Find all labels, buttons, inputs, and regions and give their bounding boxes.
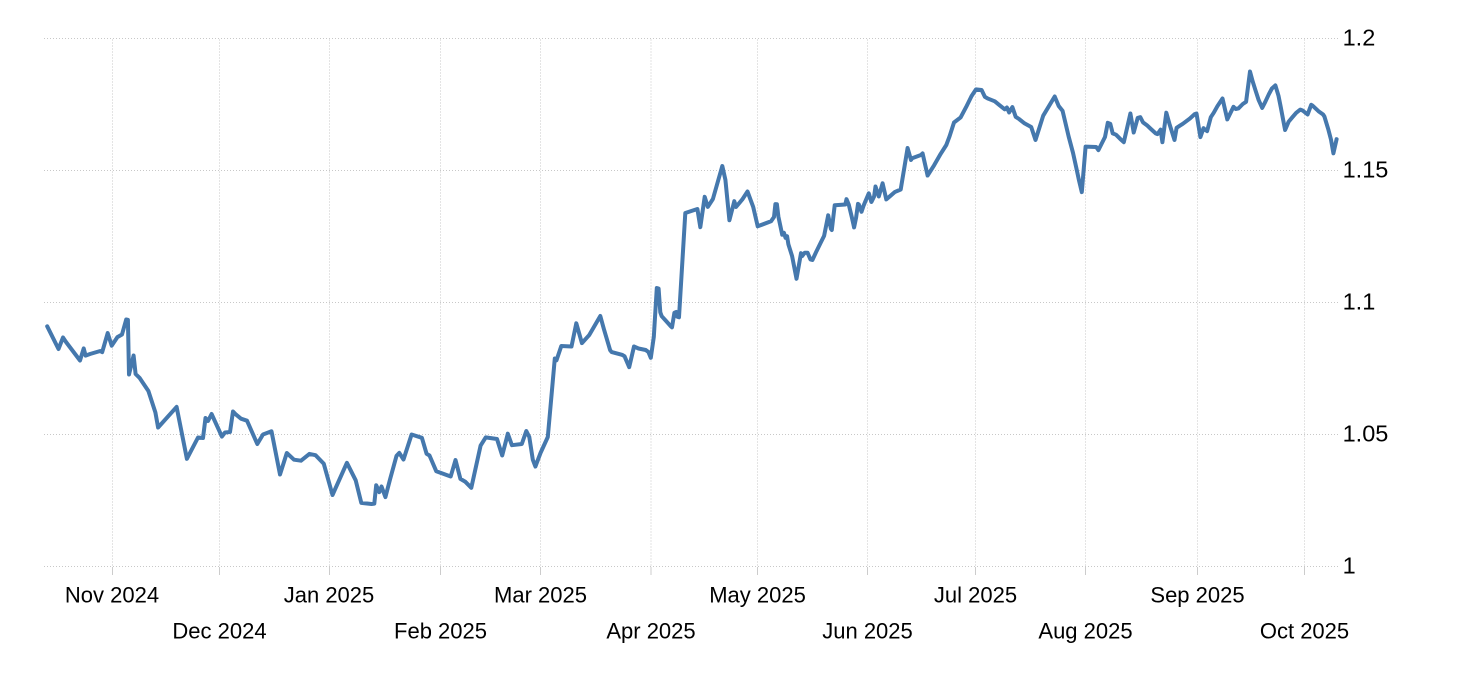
svg-text:Mar 2025: Mar 2025 — [494, 582, 587, 607]
svg-text:May 2025: May 2025 — [709, 582, 806, 607]
svg-text:Jan 2025: Jan 2025 — [284, 582, 375, 607]
svg-text:1.1: 1.1 — [1343, 288, 1376, 314]
svg-text:1.15: 1.15 — [1343, 156, 1389, 182]
svg-text:1.05: 1.05 — [1343, 420, 1389, 446]
svg-text:Sep 2025: Sep 2025 — [1150, 582, 1244, 607]
svg-text:1.2: 1.2 — [1343, 24, 1376, 50]
svg-text:Jun 2025: Jun 2025 — [822, 618, 913, 643]
svg-text:Dec 2024: Dec 2024 — [172, 618, 266, 643]
svg-text:Oct 2025: Oct 2025 — [1260, 618, 1349, 643]
svg-text:Jul 2025: Jul 2025 — [934, 582, 1017, 607]
svg-text:1: 1 — [1343, 552, 1356, 578]
svg-text:Nov 2024: Nov 2024 — [65, 582, 159, 607]
svg-text:Aug 2025: Aug 2025 — [1038, 618, 1132, 643]
svg-text:Apr 2025: Apr 2025 — [606, 618, 695, 643]
svg-text:Feb 2025: Feb 2025 — [394, 618, 487, 643]
